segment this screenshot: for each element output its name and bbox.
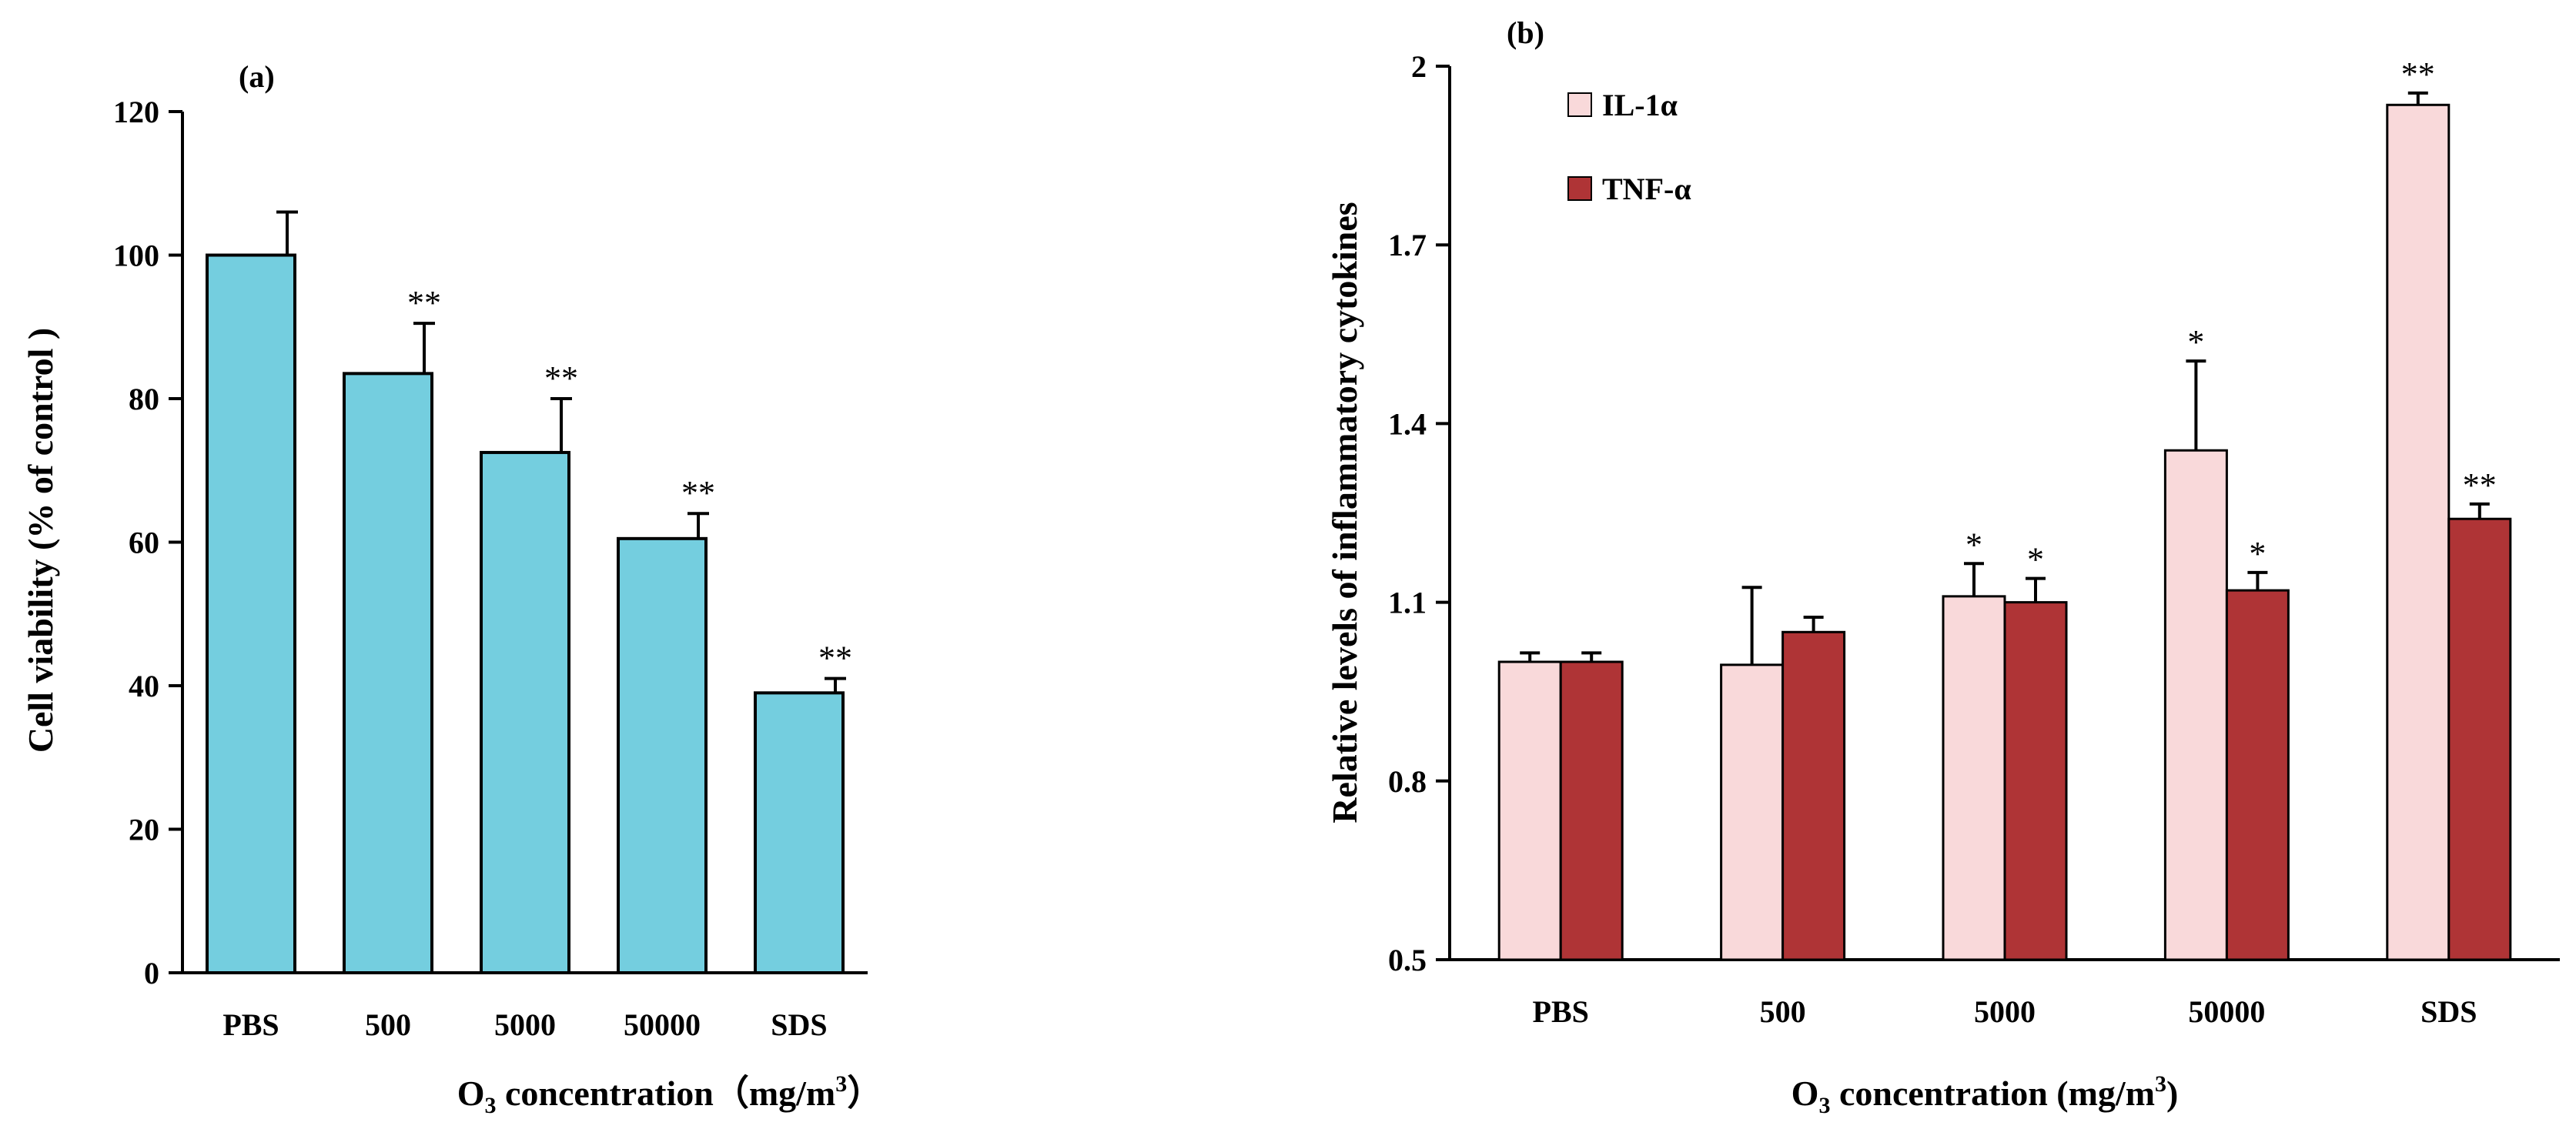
panel-a-bar <box>480 450 570 974</box>
panel-a-bar <box>754 691 845 974</box>
panel-a-category-label: SDS <box>771 1007 827 1042</box>
panel-b-y-tick-label: 1.1 <box>1388 586 1427 620</box>
panel-b-x-axis-title-main: O <box>1791 1074 1819 1113</box>
panel-a-y-tick-label: 100 <box>113 239 159 273</box>
panel-a-bar <box>206 253 296 974</box>
panel-a-bar <box>343 372 433 974</box>
panel-b-label: (b) <box>1507 15 1544 50</box>
panel-b-significance-label: ** <box>2401 55 2435 93</box>
panel-a-x-axis-title: O3 concentration（mg/m3） <box>457 1071 883 1118</box>
panel-a-significance-label: ** <box>818 640 852 677</box>
panel-a-x-axis-title-sub: 3 <box>485 1093 497 1118</box>
panel-b-x-axis-title-sub: 3 <box>1818 1093 1830 1118</box>
panel-a-label: (a) <box>239 59 275 94</box>
chart-panel-a: (a) Cell viability (% of control ) O3 co… <box>21 59 882 1118</box>
panel-b-significance-label: * <box>2249 535 2266 573</box>
panel-b-bar-il1a <box>1497 660 1562 961</box>
panel-a-y-tick-label: 0 <box>144 956 159 990</box>
panel-a-category-label: 50000 <box>624 1007 701 1042</box>
panel-b-x-axis-title: O3 concentration (mg/m3) <box>1791 1071 2179 1118</box>
panel-b-bar-tnfa <box>2447 517 2512 961</box>
panel-b-category-label: 5000 <box>1974 994 2036 1029</box>
panel-b-bar-il1a <box>2163 449 2228 961</box>
panel-b-y-axis-title: Relative levels of inflammatory cytokine… <box>1325 202 1364 823</box>
legend-swatch-il1a <box>1567 92 1592 117</box>
panel-b-bar-il1a <box>2386 103 2451 961</box>
panel-a-bar <box>617 536 708 974</box>
legend-swatch-tnfa <box>1567 176 1592 201</box>
panel-b-x-axis-title-end: ) <box>2166 1074 2178 1113</box>
panel-a-y-tick-label: 80 <box>129 382 159 416</box>
panel-b-significance-label: * <box>1965 526 1982 563</box>
panel-b-x-axis-title-rest: concentration (mg/m <box>1830 1074 2155 1113</box>
panel-a-category-label: 500 <box>365 1007 411 1042</box>
panel-b-bar-tnfa <box>2003 601 2068 961</box>
legend-label-tnfa: TNF-α <box>1602 172 1691 206</box>
panel-a-y-tick-label: 120 <box>113 95 159 129</box>
panel-a-significance-label: ** <box>407 284 441 322</box>
panel-b-category-label: 50000 <box>2188 994 2265 1029</box>
panel-b-significance-label: ** <box>2463 466 2497 504</box>
chart-panel-b: (b) Relative levels of inflammatory cyto… <box>1325 15 2560 1118</box>
panel-b-y-tick-label: 0.5 <box>1388 943 1427 977</box>
panel-a-x-axis-title-rest: concentration（mg/m <box>497 1074 836 1113</box>
panel-b-category-label: PBS <box>1533 994 1589 1029</box>
panel-b-bar-il1a <box>1720 663 1785 961</box>
panel-b-bar-tnfa <box>2225 589 2290 961</box>
panel-b-bar-tnfa <box>1559 660 1624 961</box>
panel-b-bar-il1a <box>1942 595 2006 961</box>
panel-b-y-tick-label: 2 <box>1411 49 1427 84</box>
panel-b-category-label: 500 <box>1760 994 1806 1029</box>
panel-b-significance-label: * <box>2187 323 2204 361</box>
panel-b-y-tick-label: 1.7 <box>1388 228 1427 262</box>
panel-a-x-axis-title-sup: 3 <box>835 1071 847 1097</box>
panel-b-y-tick-label: 1.4 <box>1388 406 1427 441</box>
panel-b-y-tick-label: 0.8 <box>1388 764 1427 799</box>
panel-a-category-label: PBS <box>222 1007 279 1042</box>
panel-b-significance-label: * <box>2027 541 2044 579</box>
panel-a-x-axis-title-main: O <box>457 1074 485 1113</box>
panel-a-significance-label: ** <box>544 359 578 397</box>
legend-label-il1a: IL-1α <box>1602 88 1678 122</box>
panel-a-y-tick-label: 60 <box>129 526 159 560</box>
panel-b-category-label: SDS <box>2420 994 2477 1029</box>
panel-a-significance-label: ** <box>681 474 715 512</box>
panel-a-y-tick-label: 20 <box>129 813 159 847</box>
panel-a-y-axis-title: Cell viability (% of control ) <box>21 328 60 753</box>
panel-a-category-label: 5000 <box>494 1007 556 1042</box>
panel-b-x-axis-title-sup: 3 <box>2155 1071 2166 1097</box>
panel-a-y-tick-label: 40 <box>129 669 159 703</box>
panel-a-x-axis-title-end: ） <box>847 1074 882 1113</box>
panel-b-bar-tnfa <box>1781 630 1846 961</box>
